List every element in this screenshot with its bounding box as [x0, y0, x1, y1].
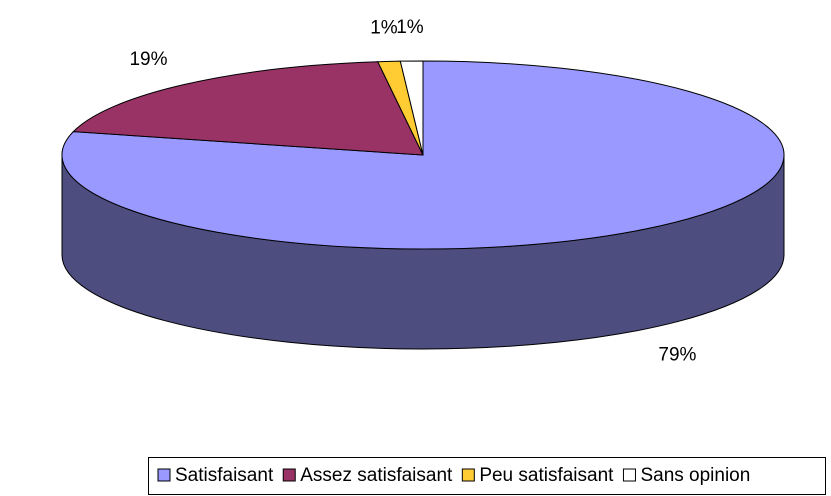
- legend-label: Assez satisfaisant: [300, 465, 453, 486]
- legend-label: Sans opinion: [640, 465, 750, 486]
- data-label: 1%: [396, 17, 424, 38]
- legend-swatch: [157, 468, 171, 482]
- legend-box: [148, 457, 826, 495]
- data-label: 79%: [658, 344, 696, 365]
- legend-swatch: [461, 468, 475, 482]
- data-label: 19%: [129, 49, 167, 70]
- legend-label: Satisfaisant: [175, 465, 274, 486]
- legend-swatch: [622, 468, 636, 482]
- legend-swatch: [282, 468, 296, 482]
- pie-slice: [72, 61, 424, 156]
- data-label: 1%: [370, 18, 398, 39]
- legend-label: Peu satisfaisant: [479, 465, 614, 486]
- pie-slice: [399, 60, 424, 156]
